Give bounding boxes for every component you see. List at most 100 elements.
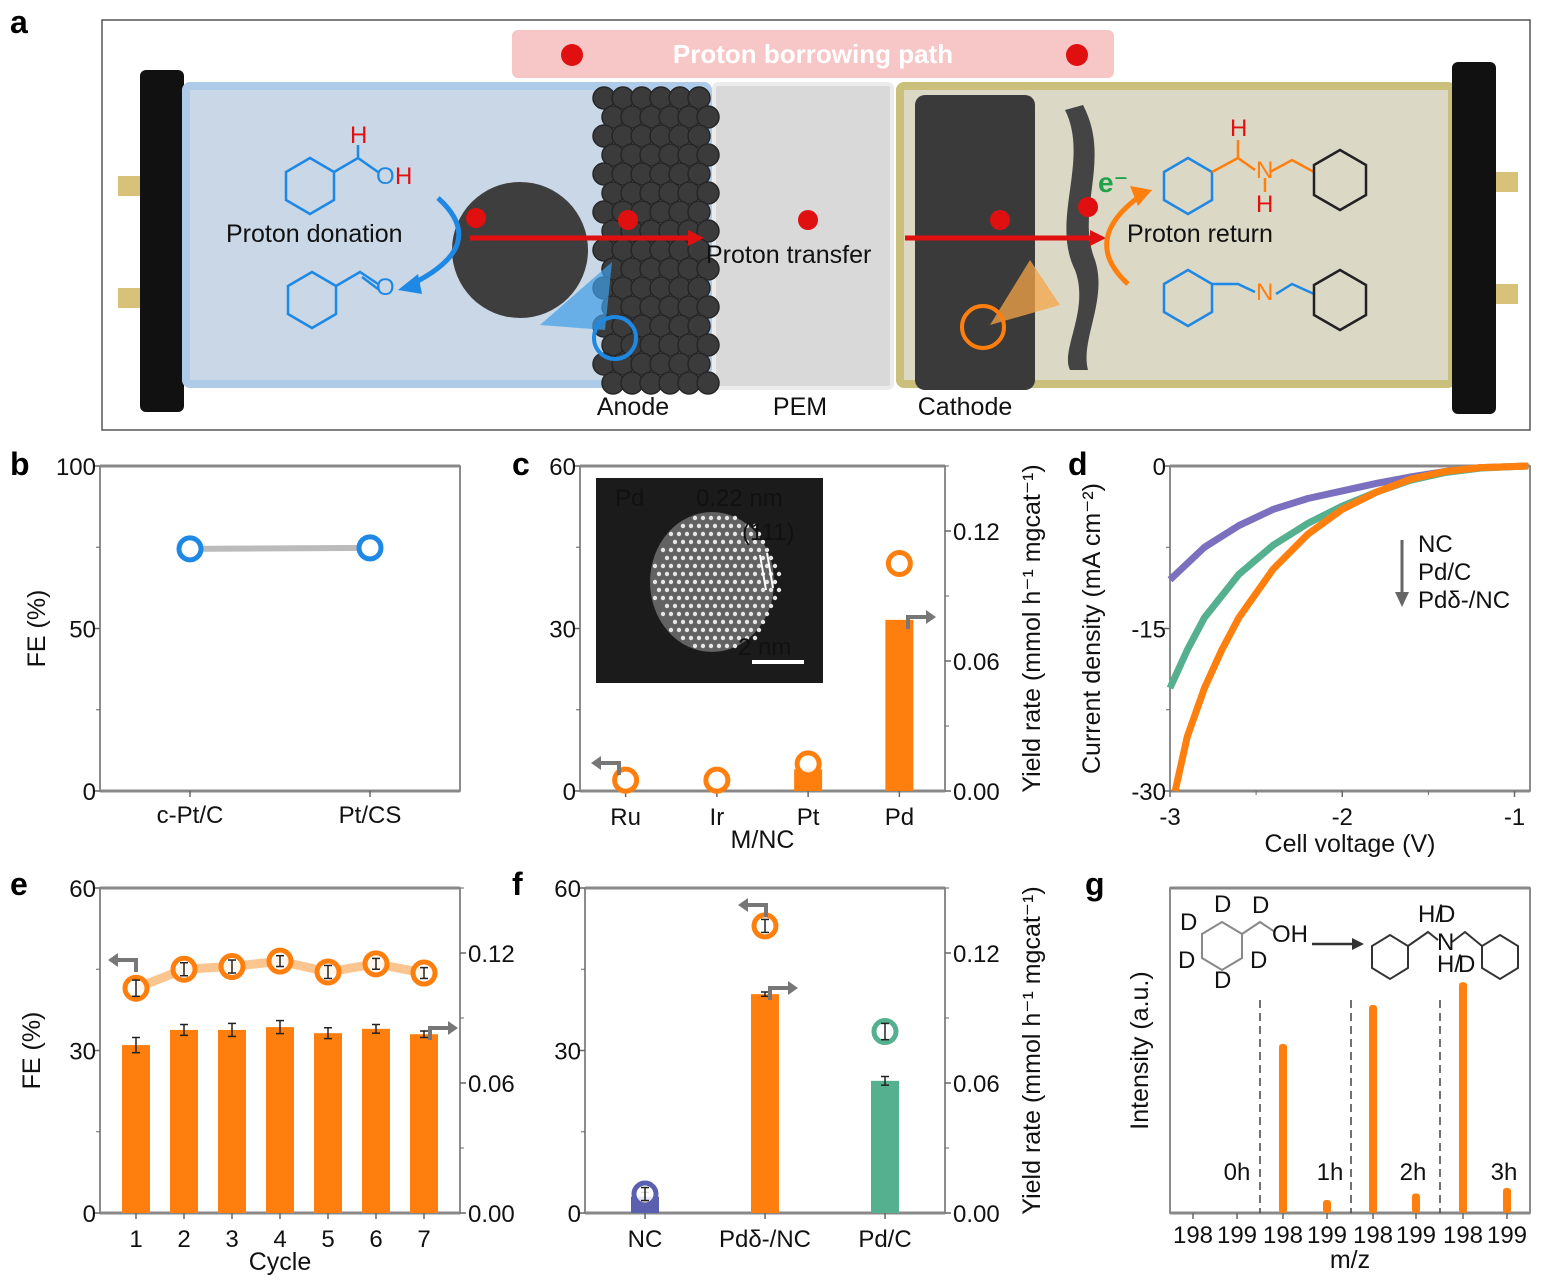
bar: [410, 1034, 438, 1213]
atom-column: [732, 627, 738, 633]
atom-column: [688, 619, 694, 625]
inset-spacing-label: 0.22 nm: [696, 485, 783, 512]
data-point: [176, 535, 204, 563]
atom-column: [732, 579, 738, 585]
y2-tick-label: 0.00: [468, 1201, 515, 1228]
atom-column: [684, 531, 690, 537]
plot-frame: [99, 465, 461, 792]
atom-column: [748, 611, 754, 617]
alcohol-o-label: O: [376, 163, 395, 190]
atom-column: [676, 579, 682, 585]
atom-column: [680, 619, 686, 625]
atom-column: [740, 579, 746, 585]
y-tick-label: 100: [56, 454, 96, 481]
atom-column: [764, 611, 770, 617]
atom-column: [748, 579, 754, 585]
y-tick-label: 60: [549, 454, 576, 481]
atom-column: [760, 619, 766, 625]
anode-label: Anode: [597, 393, 669, 421]
atom-column: [720, 587, 726, 593]
atom-column: [700, 563, 706, 569]
atom-column: [756, 595, 762, 601]
atom-column: [696, 587, 702, 593]
lattice-marker: [766, 552, 774, 589]
atom-column: [692, 547, 698, 553]
left-connector-top: [118, 176, 142, 196]
x-tick-label: 4: [273, 1226, 286, 1253]
atom-column: [712, 539, 718, 545]
atom-column: [700, 547, 706, 553]
y2-axis-label: Yield rate (mmol h⁻¹ mgcat⁻¹): [1018, 464, 1046, 792]
atom-column: [676, 547, 682, 553]
x-tick-label: 6: [369, 1226, 382, 1253]
proton-icon: [618, 210, 638, 230]
atom-column: [656, 571, 662, 577]
atom-column: [676, 611, 682, 617]
atom-column: [692, 579, 698, 585]
atom-column: [756, 579, 762, 585]
atom-column: [768, 603, 774, 609]
bar: [871, 1080, 899, 1213]
deuterium-label: D: [1214, 891, 1231, 918]
atom-column: [684, 595, 690, 601]
atom-column: [668, 595, 674, 601]
atom-column: [744, 523, 750, 529]
proton-icon: [990, 210, 1010, 230]
atom-column: [704, 539, 710, 545]
atom-column: [696, 571, 702, 577]
y-tick-label: 0: [83, 779, 96, 806]
atom-column: [672, 587, 678, 593]
atom-column: [748, 595, 754, 601]
atom-column: [748, 563, 754, 569]
chart-b: [94, 464, 461, 797]
x-tick-label: Pdδ-/NC: [719, 1226, 811, 1253]
atom-column: [708, 563, 714, 569]
atom-column: [764, 579, 770, 585]
series-line-nc: [1167, 462, 1529, 583]
atom-column: [696, 635, 702, 641]
panel-label-g: g: [1085, 866, 1105, 902]
x-tick-label: 199: [1487, 1222, 1527, 1249]
bar: [122, 1045, 150, 1213]
benzene-ring-icon: [1481, 933, 1519, 981]
pem-membrane: [712, 82, 894, 390]
series-line-pdc: [1166, 462, 1529, 690]
atom-column: [724, 595, 730, 601]
atom-column: [724, 627, 730, 633]
atom-column: [684, 563, 690, 569]
atom-column: [708, 515, 714, 521]
atom-column: [716, 547, 722, 553]
atom-column: [680, 571, 686, 577]
catalyst-particle: [452, 182, 588, 318]
atom-column: [740, 531, 746, 537]
atom-column: [736, 587, 742, 593]
x-tick-label: 199: [1396, 1222, 1436, 1249]
right-axis-arrow-icon: [428, 1026, 448, 1040]
atom-column: [676, 595, 682, 601]
atom-column: [740, 595, 746, 601]
atom-column: [728, 555, 734, 561]
proton-icon: [1078, 197, 1098, 217]
atom-column: [728, 619, 734, 625]
benzene-ring-icon: [1312, 148, 1368, 212]
atom-column: [712, 619, 718, 625]
atom-column: [724, 579, 730, 585]
atom-column: [704, 635, 710, 641]
time-label: 1h: [1317, 1159, 1344, 1186]
anode-sphere: [696, 219, 720, 243]
atom-column: [704, 619, 710, 625]
inset-plane-label: (111): [742, 519, 794, 546]
spectrum-peak: [1503, 1187, 1511, 1213]
proton-icon: [1066, 44, 1088, 66]
x-tick-label: Pd/C: [858, 1226, 911, 1253]
amine-h-bottom-label: H: [1256, 191, 1273, 218]
atom-column: [716, 563, 722, 569]
atom-column: [712, 523, 718, 529]
left-end-plate: [140, 70, 184, 412]
chart-d: [1164, 462, 1531, 797]
alcohol-bonds: [333, 145, 379, 174]
atom-column: [672, 619, 678, 625]
atom-column: [660, 579, 666, 585]
atom-column: [740, 611, 746, 617]
